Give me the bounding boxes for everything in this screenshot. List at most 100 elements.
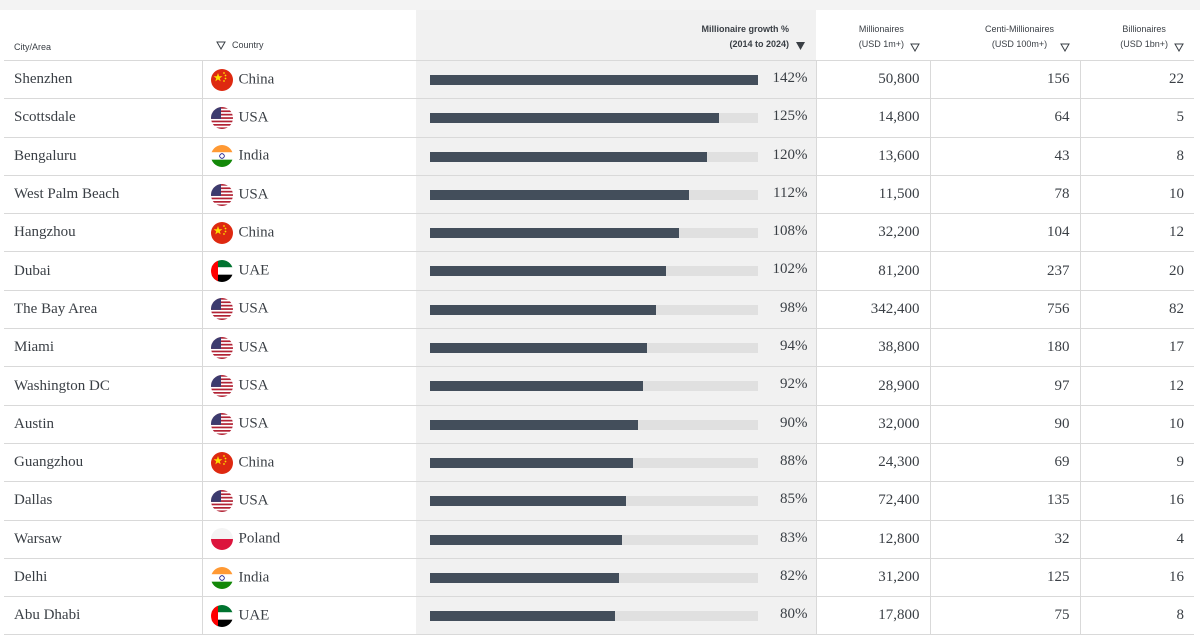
sort-triangle-icon[interactable] [910,42,920,52]
country-cell: China [201,60,416,100]
growth-bar-track [430,496,758,507]
millionaires-cell: 17,800 [815,596,930,635]
growth-bar-track [430,572,758,583]
centi-millionaires-cell: 78 [929,175,1080,215]
header-city[interactable]: City/Area [4,10,202,61]
growth-cell: 120% [416,137,816,176]
growth-cell: 98% [416,290,816,330]
header-centi-millionaires[interactable]: Centi-Millionaires (USD 100m+) [930,10,1080,61]
growth-bar [430,611,615,622]
table-row[interactable]: Austin USA 90% 32,000 90 10 [4,405,1194,444]
table-row[interactable]: Scottsdale USA 125% 14,800 64 5 [4,98,1194,138]
city-cell: Austin [4,405,202,444]
growth-value: 92% [780,376,808,393]
growth-value: 102% [772,261,808,278]
header-millionaires[interactable]: Millionaires (USD 1m+) [816,10,930,61]
sort-descending-icon[interactable] [795,41,806,51]
billionaires-cell: 10 [1079,405,1194,444]
city-cell: Warsaw [4,520,202,559]
growth-cell: 90% [416,405,816,444]
country-label: Poland [238,530,281,547]
millionaires-cell: 13,600 [815,137,930,176]
country-cell: USA [201,481,416,521]
usa-flag-icon [210,106,233,129]
billionaires-cell: 4 [1079,520,1194,559]
table-row[interactable]: Washington DC USA 92% 28,900 97 12 [4,366,1194,406]
city-cell: Guangzhou [4,443,202,483]
country-label: China [238,71,275,88]
centi-millionaires-cell: 69 [929,443,1080,483]
country-label: UAE [238,607,270,624]
billionaires-cell: 16 [1079,481,1194,521]
country-cell: USA [201,290,416,330]
centi-millionaires-cell: 104 [929,213,1080,253]
millionaires-cell: 32,000 [815,405,930,444]
country-cell: India [201,137,416,176]
header-city-label: City/Area [14,42,52,52]
growth-value: 90% [780,414,808,431]
billionaires-cell: 10 [1079,175,1194,215]
india-flag-icon [210,145,233,168]
sort-triangle-icon[interactable] [216,40,226,50]
growth-bar-track [430,151,758,162]
china-flag-icon [210,68,233,91]
china-flag-icon [210,451,233,474]
table-row[interactable]: Miami USA 94% 38,800 180 17 [4,328,1194,368]
city-cell: Shenzhen [4,60,202,100]
growth-bar-track [430,228,758,239]
table-row[interactable]: Dallas USA 85% 72,400 135 16 [4,481,1194,521]
header-country[interactable]: Country [202,10,416,61]
country-cell: USA [201,175,416,215]
growth-bar [430,113,719,124]
table-row[interactable]: Dubai UAE 102% 81,200 237 20 [4,251,1194,291]
table-row[interactable]: The Bay Area USA 98% 342,400 756 82 [4,290,1194,330]
country-cell: UAE [201,596,416,635]
country-label: China [238,454,275,471]
header-centi-sublabel: (USD 100m+) [991,39,1048,49]
millionaires-cell: 342,400 [815,290,930,330]
growth-cell: 83% [416,520,816,559]
centi-millionaires-cell: 64 [929,98,1080,138]
growth-bar [430,419,638,430]
sort-triangle-icon[interactable] [1174,42,1184,52]
header-growth[interactable]: Millionaire growth % (2014 to 2024) [416,10,816,61]
table-row[interactable]: Warsaw Poland 83% 12,800 32 4 [4,520,1194,559]
growth-cell: 108% [416,213,816,253]
millionaires-cell: 38,800 [815,328,930,368]
growth-cell: 125% [416,98,816,138]
country-label: China [238,224,275,241]
millionaires-cell: 32,200 [815,213,930,253]
table-row[interactable]: Guangzhou China 88% 24,300 69 9 [4,443,1194,483]
growth-bar [430,228,680,239]
table-row[interactable]: Delhi India 82% 31,200 125 16 [4,558,1194,598]
growth-bar-track [430,343,758,354]
millionaires-cell: 14,800 [815,98,930,138]
centi-millionaires-cell: 237 [929,251,1080,291]
millionaires-cell: 28,900 [815,366,930,406]
millionaires-cell: 81,200 [815,251,930,291]
table-row[interactable]: Bengaluru India 120% 13,600 43 8 [4,137,1194,176]
growth-bar [430,266,666,277]
centi-millionaires-cell: 156 [929,60,1080,100]
table-row[interactable]: Shenzhen China 142% 50,800 156 22 [4,60,1194,100]
growth-value: 108% [772,223,808,240]
header-billionaires[interactable]: Billionaires (USD 1bn+) [1080,10,1194,61]
sort-triangle-icon[interactable] [1060,42,1070,52]
table-row[interactable]: Hangzhou China 108% 32,200 104 12 [4,213,1194,253]
millionaires-cell: 24,300 [815,443,930,483]
country-label: India [238,147,270,164]
growth-bar-track [430,534,758,545]
billionaires-cell: 16 [1079,558,1194,598]
centi-millionaires-cell: 756 [929,290,1080,330]
table-row[interactable]: West Palm Beach USA 112% 11,500 78 10 [4,175,1194,215]
growth-bar-track [430,304,758,315]
country-label: USA [238,109,269,126]
country-cell: USA [201,98,416,138]
growth-value: 120% [772,146,808,163]
growth-bar-track [430,189,758,200]
growth-value: 112% [773,184,808,201]
growth-cell: 85% [416,481,816,521]
table-row[interactable]: Abu Dhabi UAE 80% 17,800 75 8 [4,596,1194,635]
usa-flag-icon [210,413,233,436]
country-label: USA [238,339,269,356]
